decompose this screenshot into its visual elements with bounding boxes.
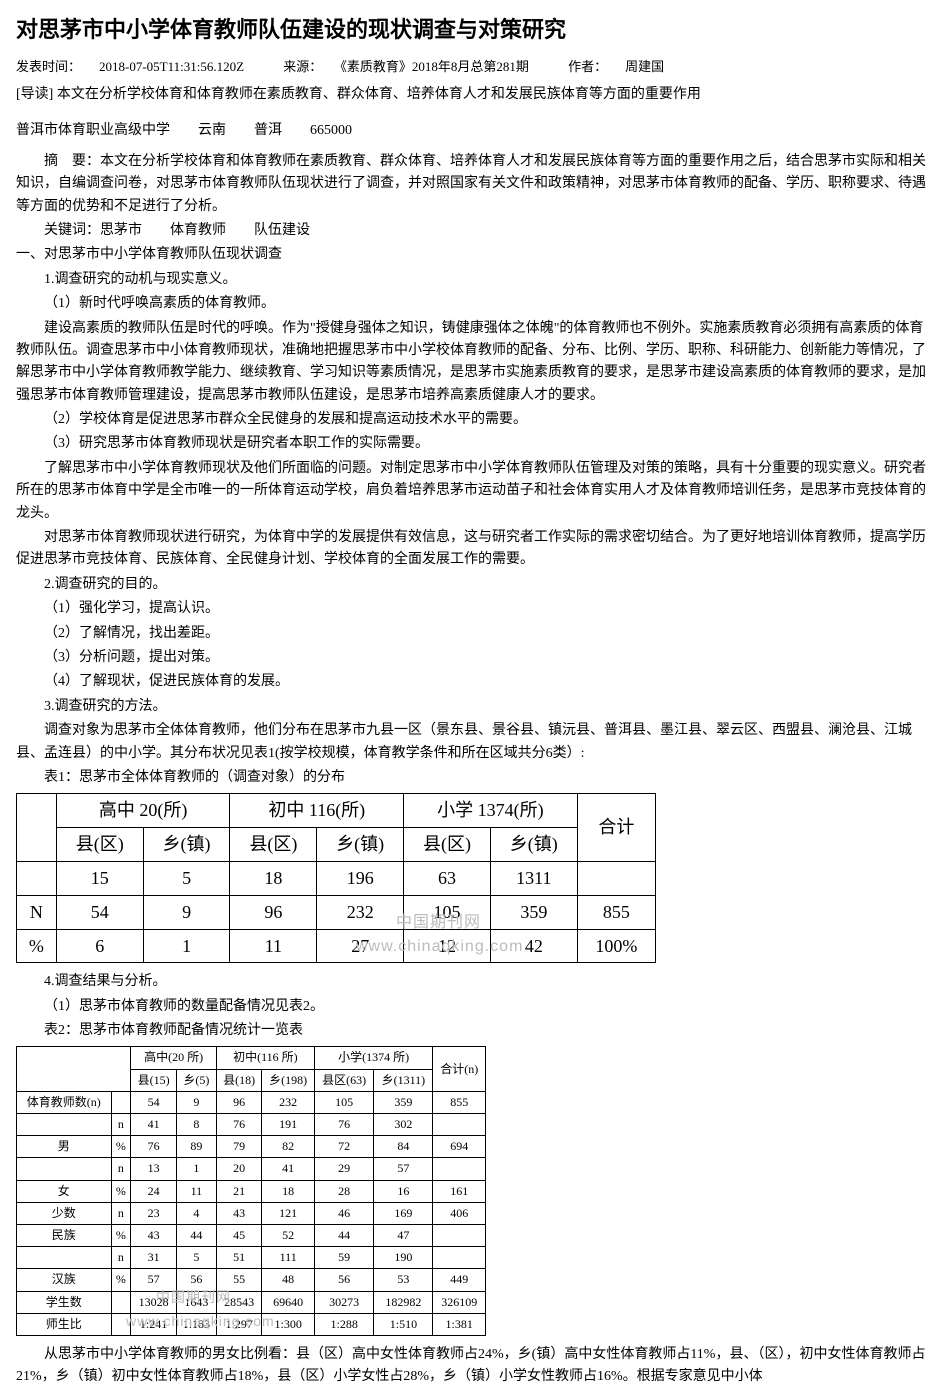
table-1: 高中 20(所) 初中 116(所) 小学 1374(所) 合计 县(区) 乡(…: [16, 793, 656, 963]
p-1-2: （2）学校体育是促进思茅市群众全民健身的发展和提高运动技术水平的需要。: [16, 409, 929, 431]
table-row: 少数n2344312146169406: [17, 1202, 486, 1224]
para-3: 对思茅市体育教师现状进行研究，为体育中学的发展提供有效信息，这与研究者工作实际的…: [16, 527, 929, 572]
article-meta: 发表时间：2018-07-05T11:31:56.120Z 来源：《素质教育》2…: [16, 57, 929, 78]
table-row: 155 18196 631311: [17, 861, 656, 895]
abstract: 摘 要：本文在分析学校体育和体育教师在素质教育、群众体育、培养体育人才和发展民族…: [16, 151, 929, 218]
para-2: 了解思茅市中小学体育教师现状及他们所面临的问题。对制定思茅市中小学体育教师队伍管…: [16, 458, 929, 525]
table-row: 汉族%575655485653449: [17, 1269, 486, 1291]
t1-blank: [17, 794, 57, 862]
p-4-1: （1）思茅市体育教师的数量配备情况见表2。: [16, 996, 929, 1018]
table-row: 体育教师数(n)54996232105359855: [17, 1091, 486, 1113]
table-row: n13120412957: [17, 1158, 486, 1180]
p-2-4: （4）了解现状，促进民族体育的发展。: [16, 671, 929, 693]
table-row: N 549 96232 105359 855: [17, 895, 656, 929]
section-1-heading: 一、对思茅市中小学体育教师队伍现状调查: [16, 244, 929, 266]
table2-caption: 表2：思茅市体育教师配备情况统计一览表: [16, 1020, 929, 1042]
para-1: 建设高素质的教师队伍是时代的呼唤。作为"授健身强体之知识，铸健康强体之体魄"的体…: [16, 318, 929, 408]
page-title: 对思茅市中小学体育教师队伍建设的现状调查与对策研究: [16, 12, 929, 47]
t1-h-total: 合计: [577, 794, 655, 862]
p-2: 2.调查研究的目的。: [16, 574, 929, 596]
t1-h-town: 乡(镇): [317, 828, 404, 862]
table-row: 女%241121182816161: [17, 1180, 486, 1202]
lead: [导读] 本文在分析学校体育和体育教师在素质教育、群众体育、培养体育人才和发展民…: [16, 84, 929, 106]
p-1-1: （1）新时代呼唤高素质的体育教师。: [16, 293, 929, 315]
watermark-cn: 中国期刊网: [156, 1286, 231, 1308]
table-row: 民族%434445524447: [17, 1224, 486, 1246]
t1-h-ms: 初中 116(所): [230, 794, 404, 828]
table-row: 男%768979827284694: [17, 1136, 486, 1158]
lead-text: 本文在分析学校体育和体育教师在素质教育、群众体育、培养体育人才和发展民族体育等方…: [53, 87, 701, 102]
t1-h-ps: 小学 1374(所): [404, 794, 578, 828]
keywords: 关键词：思茅市 体育教师 队伍建设: [16, 220, 929, 242]
table-row: n4187619176302: [17, 1114, 486, 1136]
para-5: 从思茅市中小学体育教师的男女比例看：县（区）高中女性体育教师占24%，乡(镇）高…: [16, 1344, 929, 1389]
t1-h-hs: 高中 20(所): [56, 794, 230, 828]
p-2-3: （3）分析问题，提出对策。: [16, 647, 929, 669]
p-1-3: （3）研究思茅市体育教师现状是研究者本职工作的实际需要。: [16, 433, 929, 455]
table-2: 高中(20 所) 初中(116 所) 小学(1374 所) 合计(n) 县(15…: [16, 1046, 486, 1335]
p-4: 4.调查结果与分析。: [16, 971, 929, 993]
table-row: % 61 1127 1242 100%: [17, 929, 656, 963]
source: 来源：《素质教育》2018年8月总第281期: [283, 59, 547, 74]
author: 作者：周建国: [568, 59, 682, 74]
t1-h-county: 县(区): [230, 828, 317, 862]
watermark-url: www.chinaqking.com: [356, 934, 523, 960]
t1-h-town: 乡(镇): [490, 828, 577, 862]
lead-label: [导读]: [16, 87, 53, 102]
p-3: 3.调查研究的方法。: [16, 696, 929, 718]
watermark-cn: 中国期刊网: [396, 910, 481, 936]
p-2-2: （2）了解情况，找出差距。: [16, 623, 929, 645]
table1-caption: 表1：思茅市全体体育教师的（调查对象）的分布: [16, 767, 929, 789]
p-2-1: （1）强化学习，提高认识。: [16, 598, 929, 620]
watermark-url: www.chinaqking.com: [126, 1310, 275, 1332]
publish-time: 发表时间：2018-07-05T11:31:56.120Z: [16, 59, 262, 74]
para-4: 调查对象为思茅市全体体育教师，他们分布在思茅市九县一区（景东县、景谷县、镇沅县、…: [16, 720, 929, 765]
t1-h-town: 乡(镇): [143, 828, 230, 862]
p-1: 1.调查研究的动机与现实意义。: [16, 269, 929, 291]
t1-h-county: 县(区): [56, 828, 143, 862]
t1-h-county: 县(区): [404, 828, 491, 862]
table-row: n3155111159190: [17, 1247, 486, 1269]
affiliation: 普洱市体育职业高级中学 云南 普洱 665000: [16, 120, 929, 142]
